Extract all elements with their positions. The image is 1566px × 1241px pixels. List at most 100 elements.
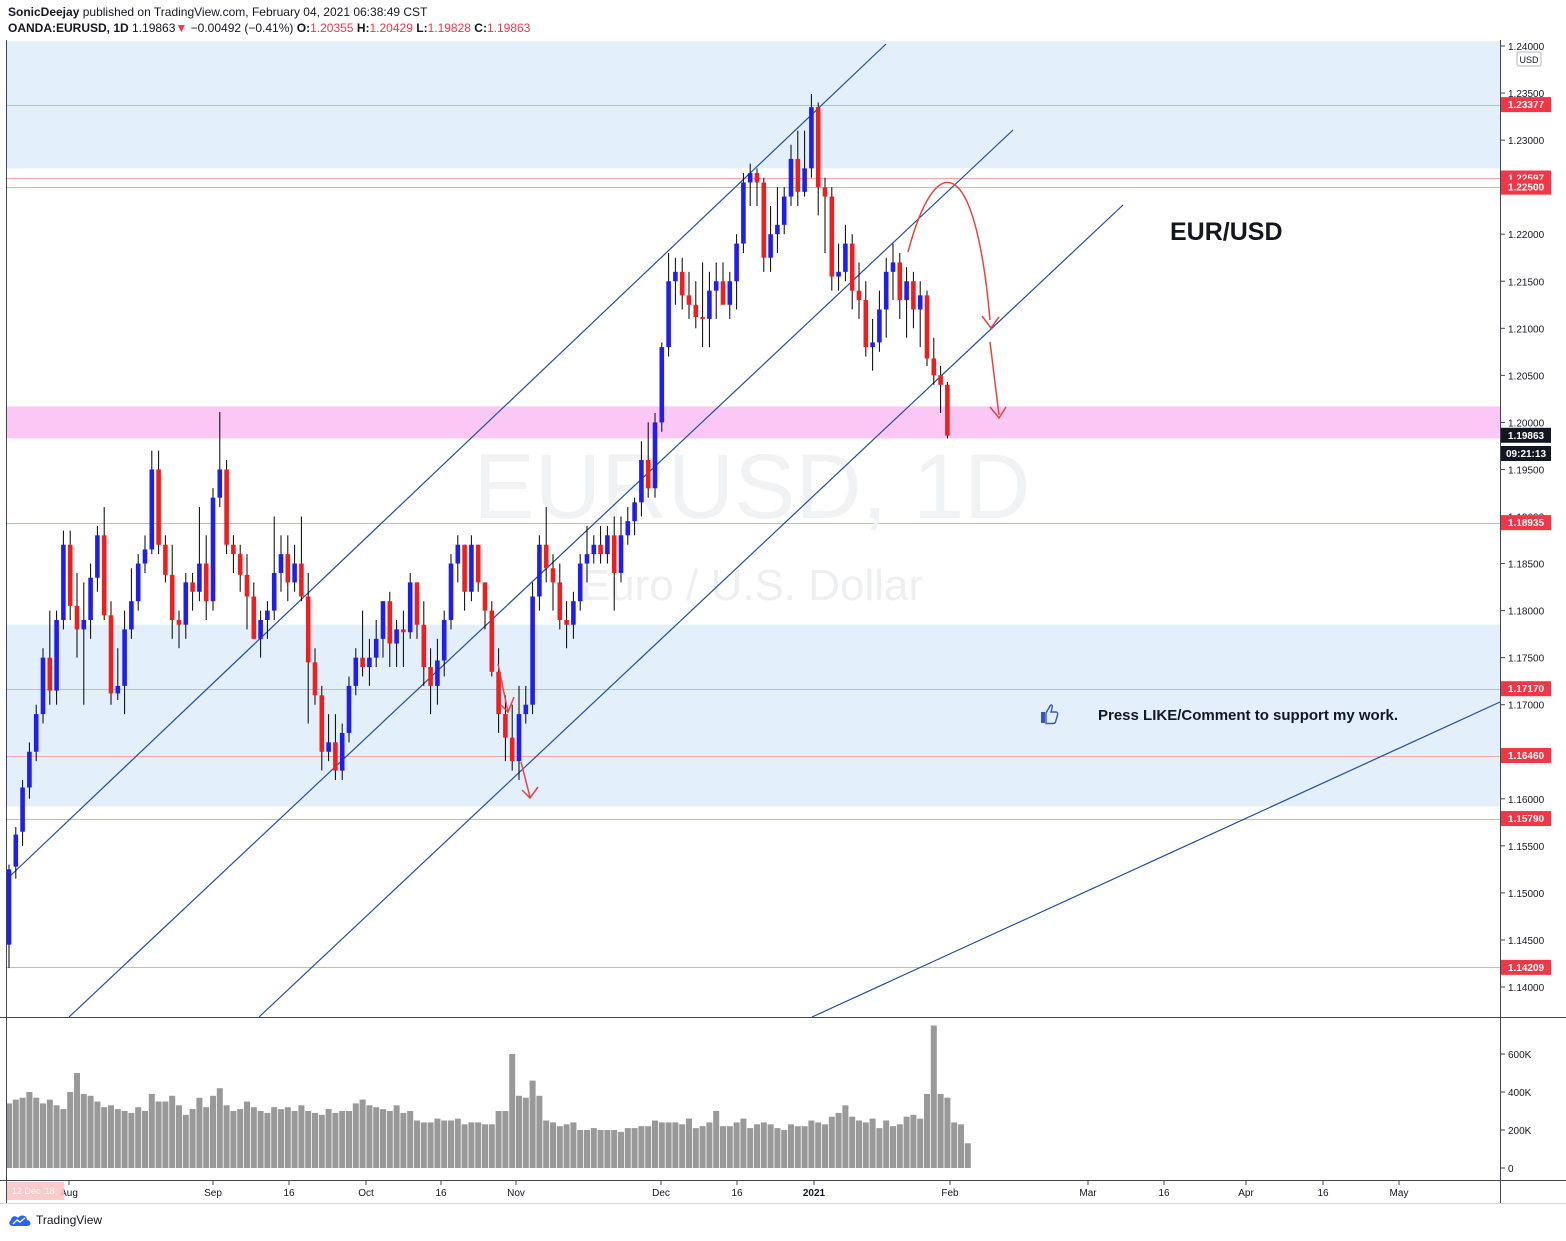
volume-tick-label: 0 <box>1508 1164 1514 1175</box>
volume-bar <box>679 1124 686 1168</box>
volume-bar <box>352 1103 359 1168</box>
candle-body <box>509 737 515 762</box>
volume-bar <box>46 1099 53 1168</box>
price-tick-label: 1.16000 <box>1508 795 1545 806</box>
price-tick-label: 1.14000 <box>1508 983 1545 994</box>
volume-bar <box>910 1114 917 1168</box>
candle-body <box>190 582 195 592</box>
volume-bar <box>298 1105 305 1168</box>
candle-body <box>761 182 767 258</box>
candle-body <box>333 742 338 771</box>
candle-body <box>203 563 209 602</box>
volume-bar <box>883 1120 890 1168</box>
red-arrow-annotations <box>497 181 1007 800</box>
price-tick-label: 1.18500 <box>1508 560 1545 571</box>
annotation-support: Press LIKE/Comment to support my work. <box>1098 707 1398 724</box>
volume-bar <box>264 1112 271 1168</box>
price-tick-label: 1.20500 <box>1508 371 1545 382</box>
candle-body <box>469 544 474 592</box>
volume-bar <box>543 1120 550 1168</box>
candle-body <box>285 554 291 583</box>
volume-bar <box>631 1128 638 1168</box>
long-term-trendline <box>811 701 1501 1018</box>
price-tick-label: 1.23000 <box>1508 136 1545 147</box>
candle-body <box>455 544 461 564</box>
candle-body <box>380 601 386 639</box>
candle-body <box>503 714 508 738</box>
tradingview-footer[interactable]: TradingView <box>8 1213 102 1227</box>
arc-arrow-head <box>981 315 1000 330</box>
volume-bar <box>250 1107 257 1168</box>
candle-body <box>516 714 522 762</box>
time-tick-label: Oct <box>358 1188 374 1199</box>
candle-body <box>394 629 399 644</box>
level-label-box <box>1501 681 1551 697</box>
candle-body <box>924 295 930 359</box>
zone-2 <box>7 624 1500 807</box>
volume-bar <box>278 1109 284 1168</box>
time-tick-label: Feb <box>941 1188 959 1199</box>
volume-bar <box>386 1111 393 1168</box>
volume-bar <box>414 1120 420 1168</box>
volume-bar <box>482 1124 488 1168</box>
volume-bar <box>33 1097 40 1168</box>
candle-body <box>299 563 304 597</box>
volume-bar <box>148 1093 155 1168</box>
time-tick-label: 16 <box>435 1188 447 1199</box>
volume-bar <box>67 1092 74 1168</box>
volume-bar <box>108 1105 114 1168</box>
candle-body <box>618 535 624 573</box>
volume-bar <box>740 1118 747 1168</box>
candle-body <box>877 309 882 343</box>
volume-bar <box>876 1128 883 1168</box>
volume-bar <box>665 1122 672 1168</box>
candle-body <box>781 196 787 225</box>
volume-bar <box>584 1130 590 1168</box>
level-label-box <box>1501 959 1551 975</box>
candle-body <box>639 460 644 503</box>
volume-bar <box>182 1114 189 1168</box>
volume-bar <box>155 1101 162 1168</box>
candle-body <box>441 620 447 661</box>
volume-bar <box>930 1025 937 1168</box>
channel-lower-line <box>258 204 1124 1018</box>
candle-body <box>108 615 114 694</box>
price-change: −0.00492 (−0.41%) <box>190 21 294 35</box>
currency-badge[interactable]: USD <box>1516 51 1542 67</box>
candle-body <box>81 620 87 630</box>
candle-body <box>652 422 658 489</box>
candle-body <box>183 582 189 625</box>
candle-body <box>625 521 631 536</box>
candle-body <box>407 582 413 633</box>
volume-bar <box>781 1130 788 1168</box>
candle-body <box>101 535 107 616</box>
author-name[interactable]: SonicDeejay <box>8 5 80 19</box>
volume-bar <box>135 1107 142 1168</box>
candle-body <box>142 549 148 564</box>
volume-bar <box>400 1112 407 1168</box>
volume-bar <box>60 1109 67 1168</box>
candle-body <box>829 196 835 277</box>
volume-bar <box>808 1120 815 1168</box>
volume-bar <box>366 1105 373 1168</box>
candle-body <box>870 342 875 348</box>
candle-body <box>115 685 121 694</box>
symbol-label[interactable]: OANDA:EURUSD, 1D <box>8 21 129 35</box>
volume-bar <box>339 1111 346 1168</box>
volume-bar <box>801 1126 808 1168</box>
volume-bar <box>325 1109 332 1168</box>
candle-body <box>244 574 250 597</box>
volume-bar <box>706 1122 713 1168</box>
volume-bar <box>87 1095 94 1168</box>
time-axis[interactable]: Aug Sep 16 Oct 16 Nov Dec 16 2021 Feb Mar 16 Apr 16 Ma… <box>60 1181 1408 1199</box>
volume-bar <box>842 1105 849 1168</box>
candle-body <box>258 620 263 639</box>
candle-body <box>448 563 454 621</box>
volume-bar <box>305 1111 312 1168</box>
level-label-box <box>1501 515 1551 531</box>
volume-bar <box>12 1099 19 1168</box>
volume-bar <box>373 1107 380 1168</box>
time-tick-label: Sep <box>204 1188 222 1199</box>
volume-bar <box>454 1118 461 1168</box>
